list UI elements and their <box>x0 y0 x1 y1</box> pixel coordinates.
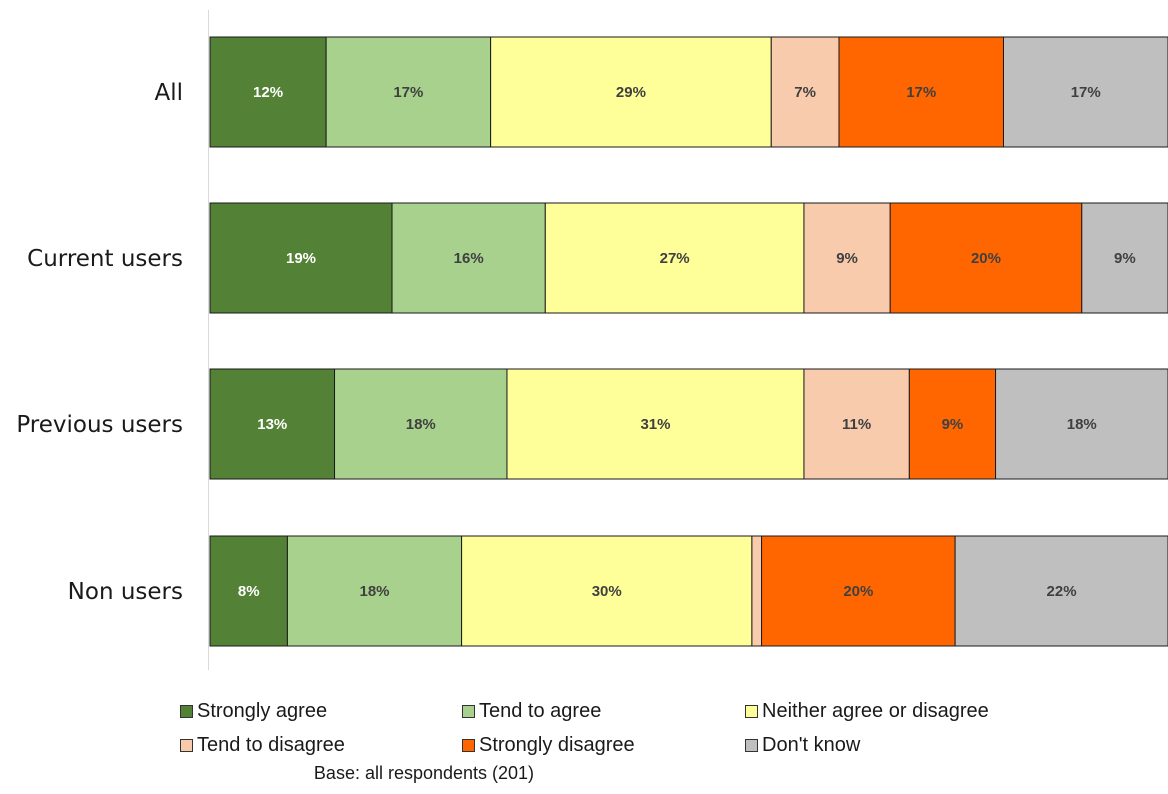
bar-segment <box>325 36 492 148</box>
bars-group: 12% 17% 29% 7% 17% 17% 19% 16% 27% 9% 20% 9% 13% 18% 3… <box>209 36 1168 647</box>
data-label: 11% <box>842 416 871 433</box>
category-label: Current users <box>27 246 183 272</box>
bar-segment <box>506 368 805 480</box>
bar-segment <box>490 36 772 148</box>
bar-segment <box>334 368 508 480</box>
category-label: All <box>154 80 183 106</box>
bar-segment <box>209 36 327 148</box>
bar-segment <box>908 368 997 480</box>
data-label: 9% <box>1114 250 1136 267</box>
bar-segment <box>803 368 910 480</box>
legend-swatch <box>745 739 758 752</box>
bar-segment <box>391 202 546 314</box>
legend-label: Strongly disagree <box>479 734 635 756</box>
legend-swatch <box>745 705 758 718</box>
bar-segment <box>1081 202 1168 314</box>
legend-label: Strongly agree <box>197 700 328 722</box>
data-label: 7% <box>794 84 816 101</box>
bar-segment <box>461 535 753 647</box>
data-label: 17% <box>393 84 423 101</box>
legend-label: Don't know <box>762 734 861 756</box>
bar-segment <box>544 202 805 314</box>
data-label: 9% <box>836 250 858 267</box>
base-note-text: Base: all respondents (201) <box>313 763 535 783</box>
legend-item: Don't know <box>745 734 860 757</box>
data-label: 20% <box>843 583 873 600</box>
data-label: 18% <box>1067 416 1097 433</box>
data-label: 20% <box>971 250 1001 267</box>
data-label: 16% <box>454 250 484 267</box>
category-label: Non users <box>68 579 183 605</box>
bar-segment <box>889 202 1083 314</box>
data-label: 18% <box>406 416 436 433</box>
data-label: 13% <box>257 416 287 433</box>
data-label: 17% <box>906 84 936 101</box>
legend-item: Tend to agree <box>462 700 601 723</box>
legend-label: Tend to agree <box>479 700 602 722</box>
data-label: 27% <box>660 250 690 267</box>
bar-segment <box>995 368 1168 480</box>
bar-segment <box>954 535 1168 647</box>
legend-item: Strongly agree <box>180 700 327 723</box>
legend-label: Neither agree or disagree <box>762 700 989 722</box>
legend-swatch <box>180 705 193 718</box>
legend-swatch <box>462 739 475 752</box>
data-label: 30% <box>592 583 622 600</box>
bar-segment <box>803 202 891 314</box>
legend-item: Neither agree or disagree <box>745 700 989 723</box>
data-label: 29% <box>616 84 646 101</box>
data-label: 31% <box>640 416 670 433</box>
data-label: 8% <box>238 583 260 600</box>
legend-item: Strongly disagree <box>462 734 635 757</box>
bar-segment <box>751 535 763 647</box>
data-label: 18% <box>359 583 389 600</box>
data-label: 22% <box>1047 583 1077 600</box>
stacked-bar-chart: 12% 17% 29% 7% 17% 17% 19% 16% 27% 9% 20% 9% 13% 18% 3… <box>16 10 1168 670</box>
category-labels: All Current users Previous users Non users <box>16 80 183 605</box>
data-label: 17% <box>1071 84 1101 101</box>
legend-swatch <box>462 705 475 718</box>
category-label: Previous users <box>16 412 183 438</box>
bar-segment <box>209 535 288 647</box>
legend-label: Tend to disagree <box>197 734 345 756</box>
legend-item: Tend to disagree <box>180 734 345 757</box>
base-note: Base: all respondents (201) <box>0 763 1168 784</box>
legend-swatch <box>180 739 193 752</box>
data-label: 9% <box>942 416 964 433</box>
bar-segment <box>1002 36 1168 148</box>
data-label: 12% <box>253 84 283 101</box>
bar-segment <box>286 535 463 647</box>
data-label: 19% <box>286 250 316 267</box>
